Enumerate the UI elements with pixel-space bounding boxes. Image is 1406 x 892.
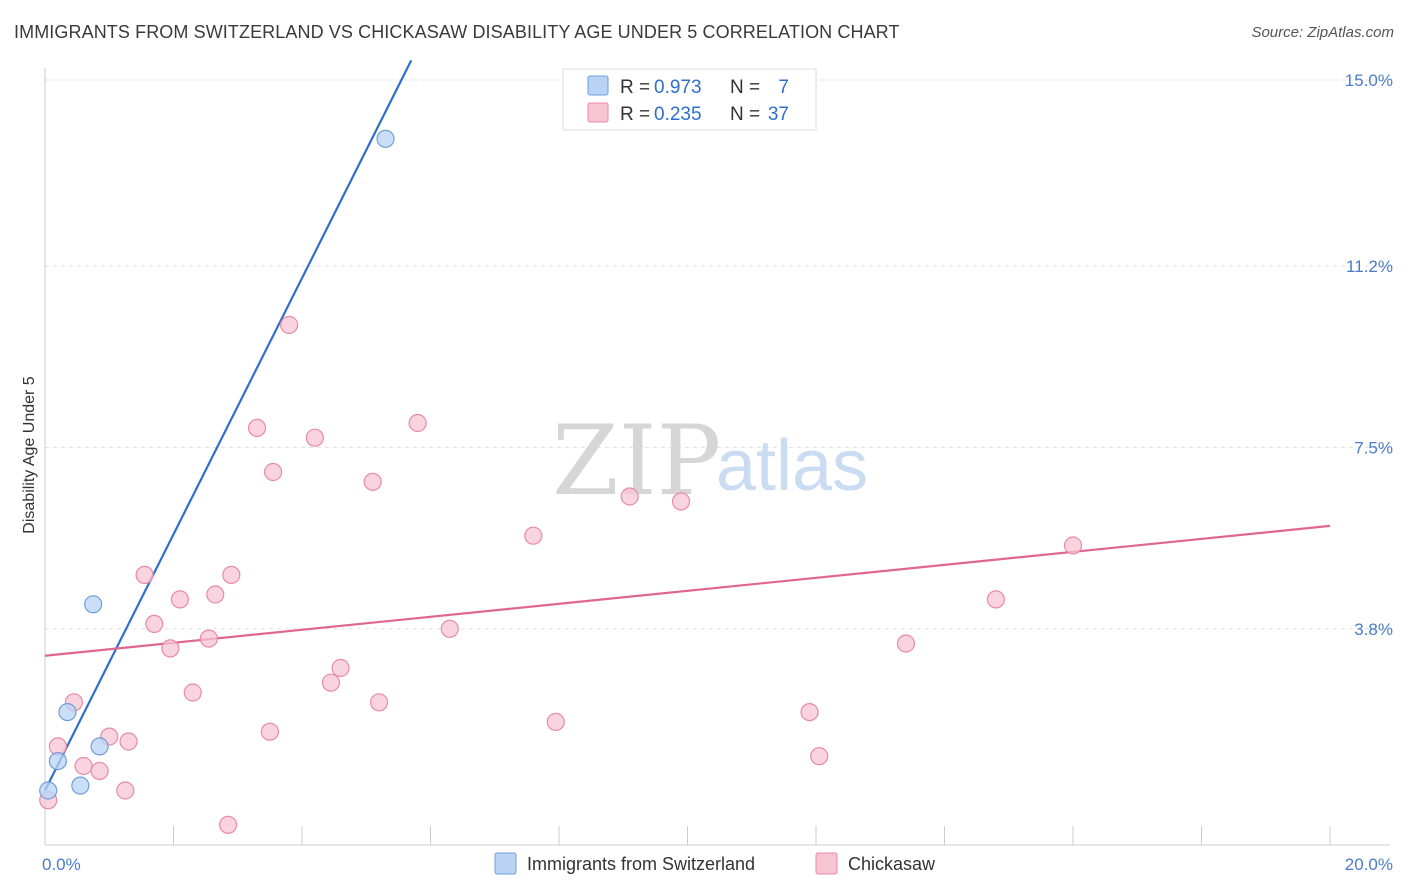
watermark-atlas: atlas [716, 426, 868, 506]
chickasaw-point-10 [161, 639, 180, 658]
legend-n-label-2: N = [730, 104, 760, 125]
chickasaw-point-31 [671, 492, 691, 511]
chickasaw-point-17 [219, 815, 238, 834]
chickasaw-point-36 [1063, 536, 1083, 555]
axes [44, 68, 1390, 846]
chickasaw-point-26 [408, 413, 427, 433]
legend-r-label-1: R = [620, 77, 650, 98]
chickasaw-point-35 [986, 590, 1006, 609]
x-tick-label-1: 20.0% [1345, 855, 1393, 874]
chart-title: IMMIGRANTS FROM SWITZERLAND VS CHICKASAW… [14, 22, 900, 42]
y-tick-label-2: 11.2% [1346, 257, 1393, 276]
chickasaw-point-13 [199, 629, 218, 648]
switzerland-point-2 [71, 776, 90, 795]
switzerland-point-0 [39, 781, 58, 800]
series-swatch-switzerland [494, 852, 517, 875]
switzerland-point-6 [376, 129, 395, 148]
chickasaw-point-11 [170, 590, 190, 609]
y-tick-label-3: 15.0% [1345, 71, 1393, 90]
chickasaw-point-20 [280, 315, 299, 335]
series-legend: Immigrants from Switzerland Chickasaw [494, 852, 936, 875]
source-label: Source: ZipAtlas.com [1251, 24, 1394, 41]
chickasaw-point-28 [524, 526, 543, 545]
switzerland-point-1 [48, 751, 67, 771]
x-tick-label-0: 0.0% [42, 855, 81, 874]
y-tick-labels: 3.8% 7.5% 11.2% 15.0% [1345, 71, 1393, 639]
legend-r-value-2: 0.235 [654, 104, 702, 125]
grid-lines [45, 79, 1390, 630]
watermark: ZIP atlas [552, 405, 868, 517]
chickasaw-point-12 [183, 683, 202, 702]
chickasaw-point-30 [620, 487, 639, 506]
chickasaw-point-7 [116, 781, 135, 800]
chickasaw-point-25 [370, 693, 389, 712]
chickasaw-point-4 [90, 761, 109, 781]
chickasaw-point-3 [74, 756, 93, 776]
chickasaw-trend-line [44, 524, 1331, 657]
chickasaw-point-19 [263, 462, 283, 482]
trend-lines [44, 59, 1331, 791]
legend-n-value-2: 37 [768, 104, 789, 125]
legend-n-label-1: N = [730, 77, 760, 98]
switzerland-point-3 [58, 702, 77, 722]
chickasaw-point-33 [810, 747, 829, 766]
chickasaw-point-23 [331, 658, 350, 678]
series-name-chickasaw: Chickasaw [848, 854, 936, 874]
legend-swatch-switzerland [587, 75, 609, 96]
chickasaw-point-29 [546, 712, 565, 732]
chickasaw-point-22 [321, 673, 341, 692]
legend-n-value-1: 7 [778, 77, 789, 98]
chickasaw-point-8 [135, 565, 154, 585]
y-tick-label-0: 3.8% [1354, 620, 1393, 639]
chickasaw-point-9 [145, 614, 164, 634]
chickasaw-point-34 [896, 634, 916, 653]
chickasaw-point-24 [363, 472, 382, 491]
chickasaw-point-15 [222, 565, 241, 585]
legend-r-value-1: 0.973 [654, 77, 702, 98]
chickasaw-point-6 [119, 732, 138, 751]
legend-swatch-chickasaw [587, 102, 609, 123]
series-name-switzerland: Immigrants from Switzerland [527, 854, 755, 874]
x-tick-labels: 0.0% 20.0% [42, 855, 1393, 874]
legend-r-label-2: R = [620, 104, 650, 125]
y-axis-label: Disability Age Under 5 [21, 376, 38, 534]
chickasaw-point-27 [440, 619, 459, 638]
y-tick-label-1: 7.5% [1354, 439, 1393, 458]
legend: R = 0.973 N = 7 R = 0.235 N = 37 [562, 68, 817, 131]
chickasaw-point-14 [206, 585, 225, 604]
chickasaw-point-32 [800, 702, 819, 722]
switzerland-trend-line [44, 59, 413, 791]
switzerland-point-4 [90, 737, 109, 756]
chickasaw-point-21 [305, 428, 324, 447]
switzerland-point-5 [84, 595, 103, 614]
chickasaw-point-16 [247, 418, 267, 437]
series-swatch-chickasaw [815, 852, 838, 875]
data-points [39, 129, 1083, 834]
chickasaw-point-18 [260, 722, 279, 741]
